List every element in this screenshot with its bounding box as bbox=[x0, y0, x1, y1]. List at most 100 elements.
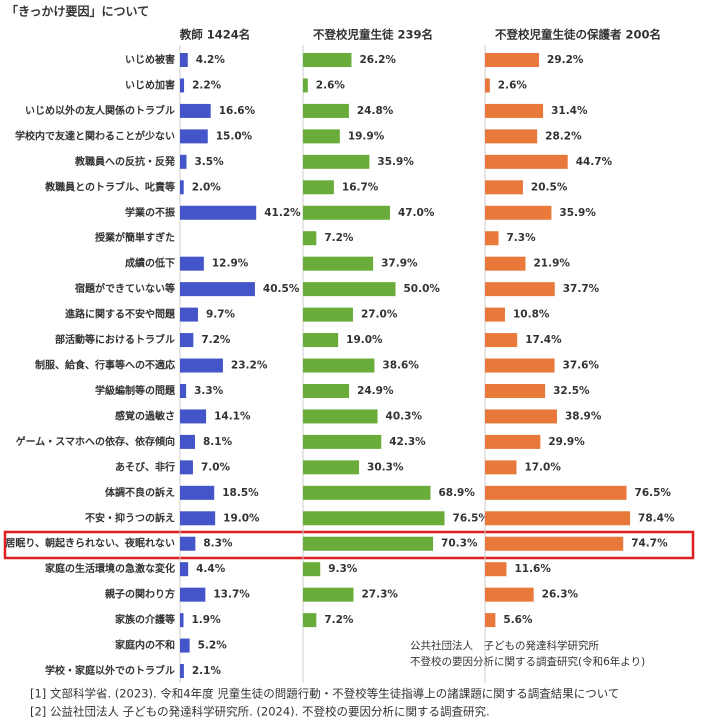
bar bbox=[303, 485, 431, 500]
value-label: 12.9% bbox=[212, 258, 249, 270]
bar bbox=[180, 383, 187, 398]
value-label: 16.7% bbox=[342, 181, 379, 193]
value-label: 4.4% bbox=[196, 563, 226, 575]
bar bbox=[485, 434, 541, 449]
bar bbox=[180, 460, 193, 475]
bar bbox=[485, 53, 540, 67]
bar bbox=[180, 562, 189, 577]
bar bbox=[180, 53, 188, 67]
bar bbox=[180, 511, 216, 526]
bar bbox=[180, 587, 206, 602]
value-label: 38.9% bbox=[565, 410, 602, 422]
category-label: 家族の介護等 bbox=[115, 613, 175, 626]
bar bbox=[485, 460, 517, 475]
bar bbox=[180, 333, 194, 348]
value-label: 37.7% bbox=[563, 283, 600, 295]
value-label: 16.6% bbox=[219, 105, 256, 117]
category-label: 教職員への反抗・反発 bbox=[74, 155, 176, 168]
value-label: 19.0% bbox=[223, 512, 260, 524]
value-label: 74.7% bbox=[631, 538, 668, 550]
category-label: 制服、給食、行事等への不適応 bbox=[35, 359, 175, 372]
bar bbox=[303, 129, 340, 144]
bar bbox=[485, 587, 534, 602]
value-label: 4.2% bbox=[196, 54, 226, 66]
bar bbox=[180, 485, 215, 500]
value-label: 2.2% bbox=[192, 79, 222, 91]
value-label: 1.9% bbox=[192, 614, 222, 626]
bar bbox=[303, 282, 396, 297]
value-label: 13.7% bbox=[213, 589, 250, 601]
category-label: 不安・抑うつの訴え bbox=[85, 511, 175, 524]
category-label: ゲーム・スマホへの依存、依存傾向 bbox=[16, 435, 175, 448]
bar bbox=[485, 485, 627, 500]
series-header: 不登校児童生徒の保護者 200名 bbox=[495, 28, 661, 42]
value-label: 37.6% bbox=[563, 360, 600, 372]
bar bbox=[303, 103, 349, 118]
category-label: 宿題ができていない等 bbox=[75, 282, 175, 295]
value-label: 19.0% bbox=[346, 334, 383, 346]
value-label: 17.4% bbox=[525, 334, 562, 346]
value-label: 3.3% bbox=[194, 385, 224, 397]
value-label: 47.0% bbox=[398, 207, 435, 219]
bar bbox=[485, 205, 552, 220]
bar bbox=[303, 409, 378, 424]
bar bbox=[180, 154, 187, 169]
category-label: 感覚の過敏さ bbox=[115, 409, 175, 422]
bar bbox=[303, 536, 434, 551]
category-label: 学級編制等の問題 bbox=[95, 384, 176, 397]
bar bbox=[303, 307, 353, 322]
value-label: 7.2% bbox=[201, 334, 231, 346]
bar bbox=[180, 536, 196, 551]
value-label: 5.6% bbox=[503, 614, 533, 626]
category-label: 成績の低下 bbox=[125, 257, 175, 270]
value-label: 24.9% bbox=[357, 385, 394, 397]
highlight-box bbox=[3, 530, 695, 560]
value-label: 35.9% bbox=[559, 207, 596, 219]
bar bbox=[303, 180, 334, 195]
bar bbox=[485, 180, 523, 195]
value-label: 42.3% bbox=[389, 436, 426, 448]
bar bbox=[485, 383, 546, 398]
bar bbox=[180, 358, 223, 373]
category-label: 学業の不振 bbox=[125, 206, 175, 219]
value-label: 15.0% bbox=[216, 130, 253, 142]
value-label: 35.9% bbox=[377, 156, 414, 168]
value-label: 5.2% bbox=[198, 640, 228, 652]
bar bbox=[180, 409, 207, 424]
bar bbox=[303, 511, 445, 526]
bar bbox=[180, 205, 257, 220]
bar bbox=[180, 638, 190, 653]
value-label: 3.5% bbox=[194, 156, 224, 168]
value-label: 44.7% bbox=[576, 156, 613, 168]
bar bbox=[180, 282, 255, 297]
source: [2] 公益社団法人 子どもの発達科学研究所. (2024). 不登校の要因分析… bbox=[30, 705, 490, 719]
bar bbox=[303, 205, 390, 220]
bar bbox=[303, 613, 317, 628]
bar bbox=[303, 231, 317, 246]
bar bbox=[485, 78, 490, 93]
bar bbox=[303, 562, 321, 577]
bar bbox=[485, 307, 505, 322]
bar bbox=[485, 256, 526, 271]
value-label: 21.9% bbox=[534, 258, 571, 270]
category-label: いじめ加害 bbox=[125, 78, 175, 91]
value-label: 31.4% bbox=[551, 105, 588, 117]
value-label: 2.1% bbox=[192, 665, 222, 677]
value-label: 37.9% bbox=[381, 258, 418, 270]
bar bbox=[303, 587, 354, 602]
value-label: 41.2% bbox=[264, 207, 301, 219]
bar bbox=[303, 358, 375, 373]
value-label: 18.5% bbox=[222, 487, 259, 499]
bar bbox=[180, 613, 184, 628]
bar bbox=[180, 664, 184, 679]
bar bbox=[303, 256, 374, 271]
category-label: いじめ以外の友人関係のトラブル bbox=[25, 104, 175, 117]
bar bbox=[485, 562, 507, 577]
note: 不登校の要因分析に関する調査研究(令和6年より) bbox=[410, 655, 645, 668]
category-label: 家庭の生活環境の急激な変化 bbox=[45, 562, 175, 575]
series-header: 不登校児童生徒 239名 bbox=[313, 28, 433, 42]
value-label: 27.3% bbox=[362, 589, 399, 601]
category-label: 部活動等におけるトラブル bbox=[55, 333, 175, 346]
value-label: 9.7% bbox=[206, 309, 236, 321]
category-label: 家庭内の不和 bbox=[115, 639, 175, 652]
